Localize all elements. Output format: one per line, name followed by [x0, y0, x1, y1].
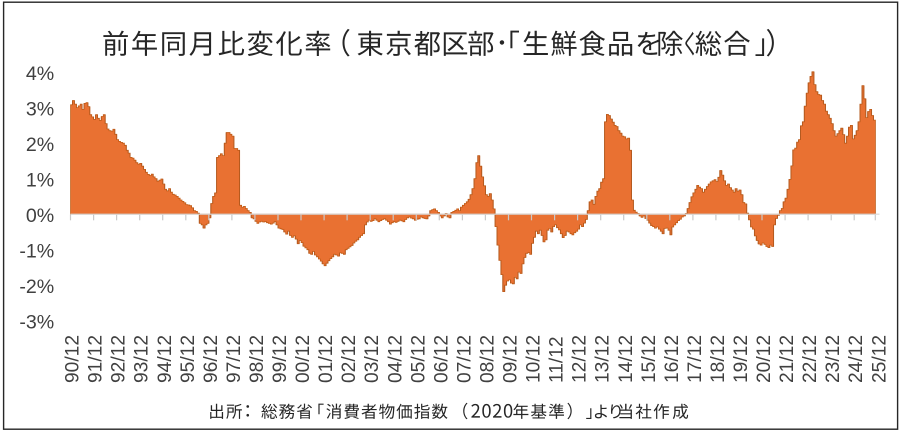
svg-text:13/12: 13/12	[593, 335, 614, 383]
svg-text:90/12: 90/12	[63, 335, 84, 383]
svg-text:11/12: 11/12	[547, 336, 568, 383]
svg-text:99/12: 99/12	[270, 335, 291, 383]
svg-text:10/12: 10/12	[524, 335, 545, 383]
svg-text:24/12: 24/12	[846, 335, 867, 383]
svg-text:91/12: 91/12	[86, 335, 107, 383]
svg-text:96/12: 96/12	[201, 335, 222, 383]
svg-text:95/12: 95/12	[178, 335, 199, 383]
svg-text:01/12: 01/12	[316, 335, 337, 383]
svg-text:06/12: 06/12	[431, 335, 452, 383]
svg-text:07/12: 07/12	[454, 335, 475, 383]
svg-text:09/12: 09/12	[501, 335, 522, 383]
svg-text:97/12: 97/12	[224, 335, 245, 383]
svg-text:93/12: 93/12	[132, 335, 153, 383]
svg-text:23/12: 23/12	[823, 335, 844, 383]
svg-text:-1%: -1%	[19, 240, 54, 262]
svg-text:22/12: 22/12	[800, 335, 821, 383]
svg-text:02/12: 02/12	[339, 335, 360, 383]
svg-text:16/12: 16/12	[662, 335, 683, 383]
svg-text:05/12: 05/12	[408, 335, 429, 383]
svg-text:25/12: 25/12	[869, 335, 890, 383]
svg-text:17/12: 17/12	[685, 335, 706, 383]
svg-text:19/12: 19/12	[731, 335, 752, 383]
svg-text:15/12: 15/12	[639, 335, 660, 383]
svg-text:2%: 2%	[26, 134, 54, 156]
svg-text:08/12: 08/12	[478, 335, 499, 383]
svg-text:-3%: -3%	[19, 312, 54, 334]
svg-text:1%: 1%	[26, 169, 54, 191]
svg-text:4%: 4%	[26, 63, 54, 85]
svg-text:14/12: 14/12	[616, 335, 637, 383]
svg-text:04/12: 04/12	[385, 335, 406, 383]
svg-text:98/12: 98/12	[247, 335, 268, 383]
svg-text:00/12: 00/12	[293, 335, 314, 383]
svg-text:12/12: 12/12	[570, 335, 591, 383]
svg-text:94/12: 94/12	[155, 335, 176, 383]
svg-text:0%: 0%	[26, 205, 54, 227]
svg-text:92/12: 92/12	[109, 335, 130, 383]
svg-text:21/12: 21/12	[777, 335, 798, 383]
svg-text:20/12: 20/12	[754, 335, 775, 383]
svg-text:03/12: 03/12	[362, 335, 383, 383]
svg-text:3%: 3%	[26, 98, 54, 120]
svg-text:18/12: 18/12	[708, 335, 729, 383]
svg-text:-2%: -2%	[19, 276, 54, 298]
